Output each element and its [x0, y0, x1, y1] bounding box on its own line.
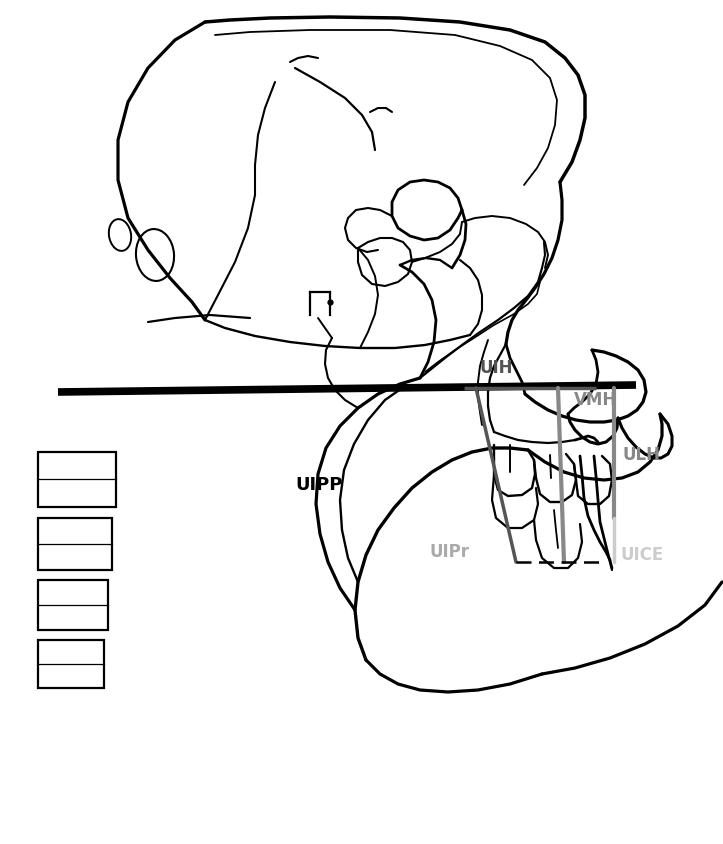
Bar: [38, 452, 116, 507]
Ellipse shape: [136, 229, 174, 281]
Text: UIH: UIH: [480, 359, 513, 377]
Text: VMH: VMH: [574, 391, 617, 409]
Text: ULH: ULH: [622, 446, 660, 464]
Text: UICE: UICE: [620, 546, 663, 564]
Ellipse shape: [109, 219, 131, 251]
Bar: [38, 640, 104, 688]
Bar: [38, 518, 112, 570]
Text: UIPP: UIPP: [295, 476, 343, 494]
Text: UIPr: UIPr: [430, 543, 470, 561]
Bar: [38, 580, 108, 630]
